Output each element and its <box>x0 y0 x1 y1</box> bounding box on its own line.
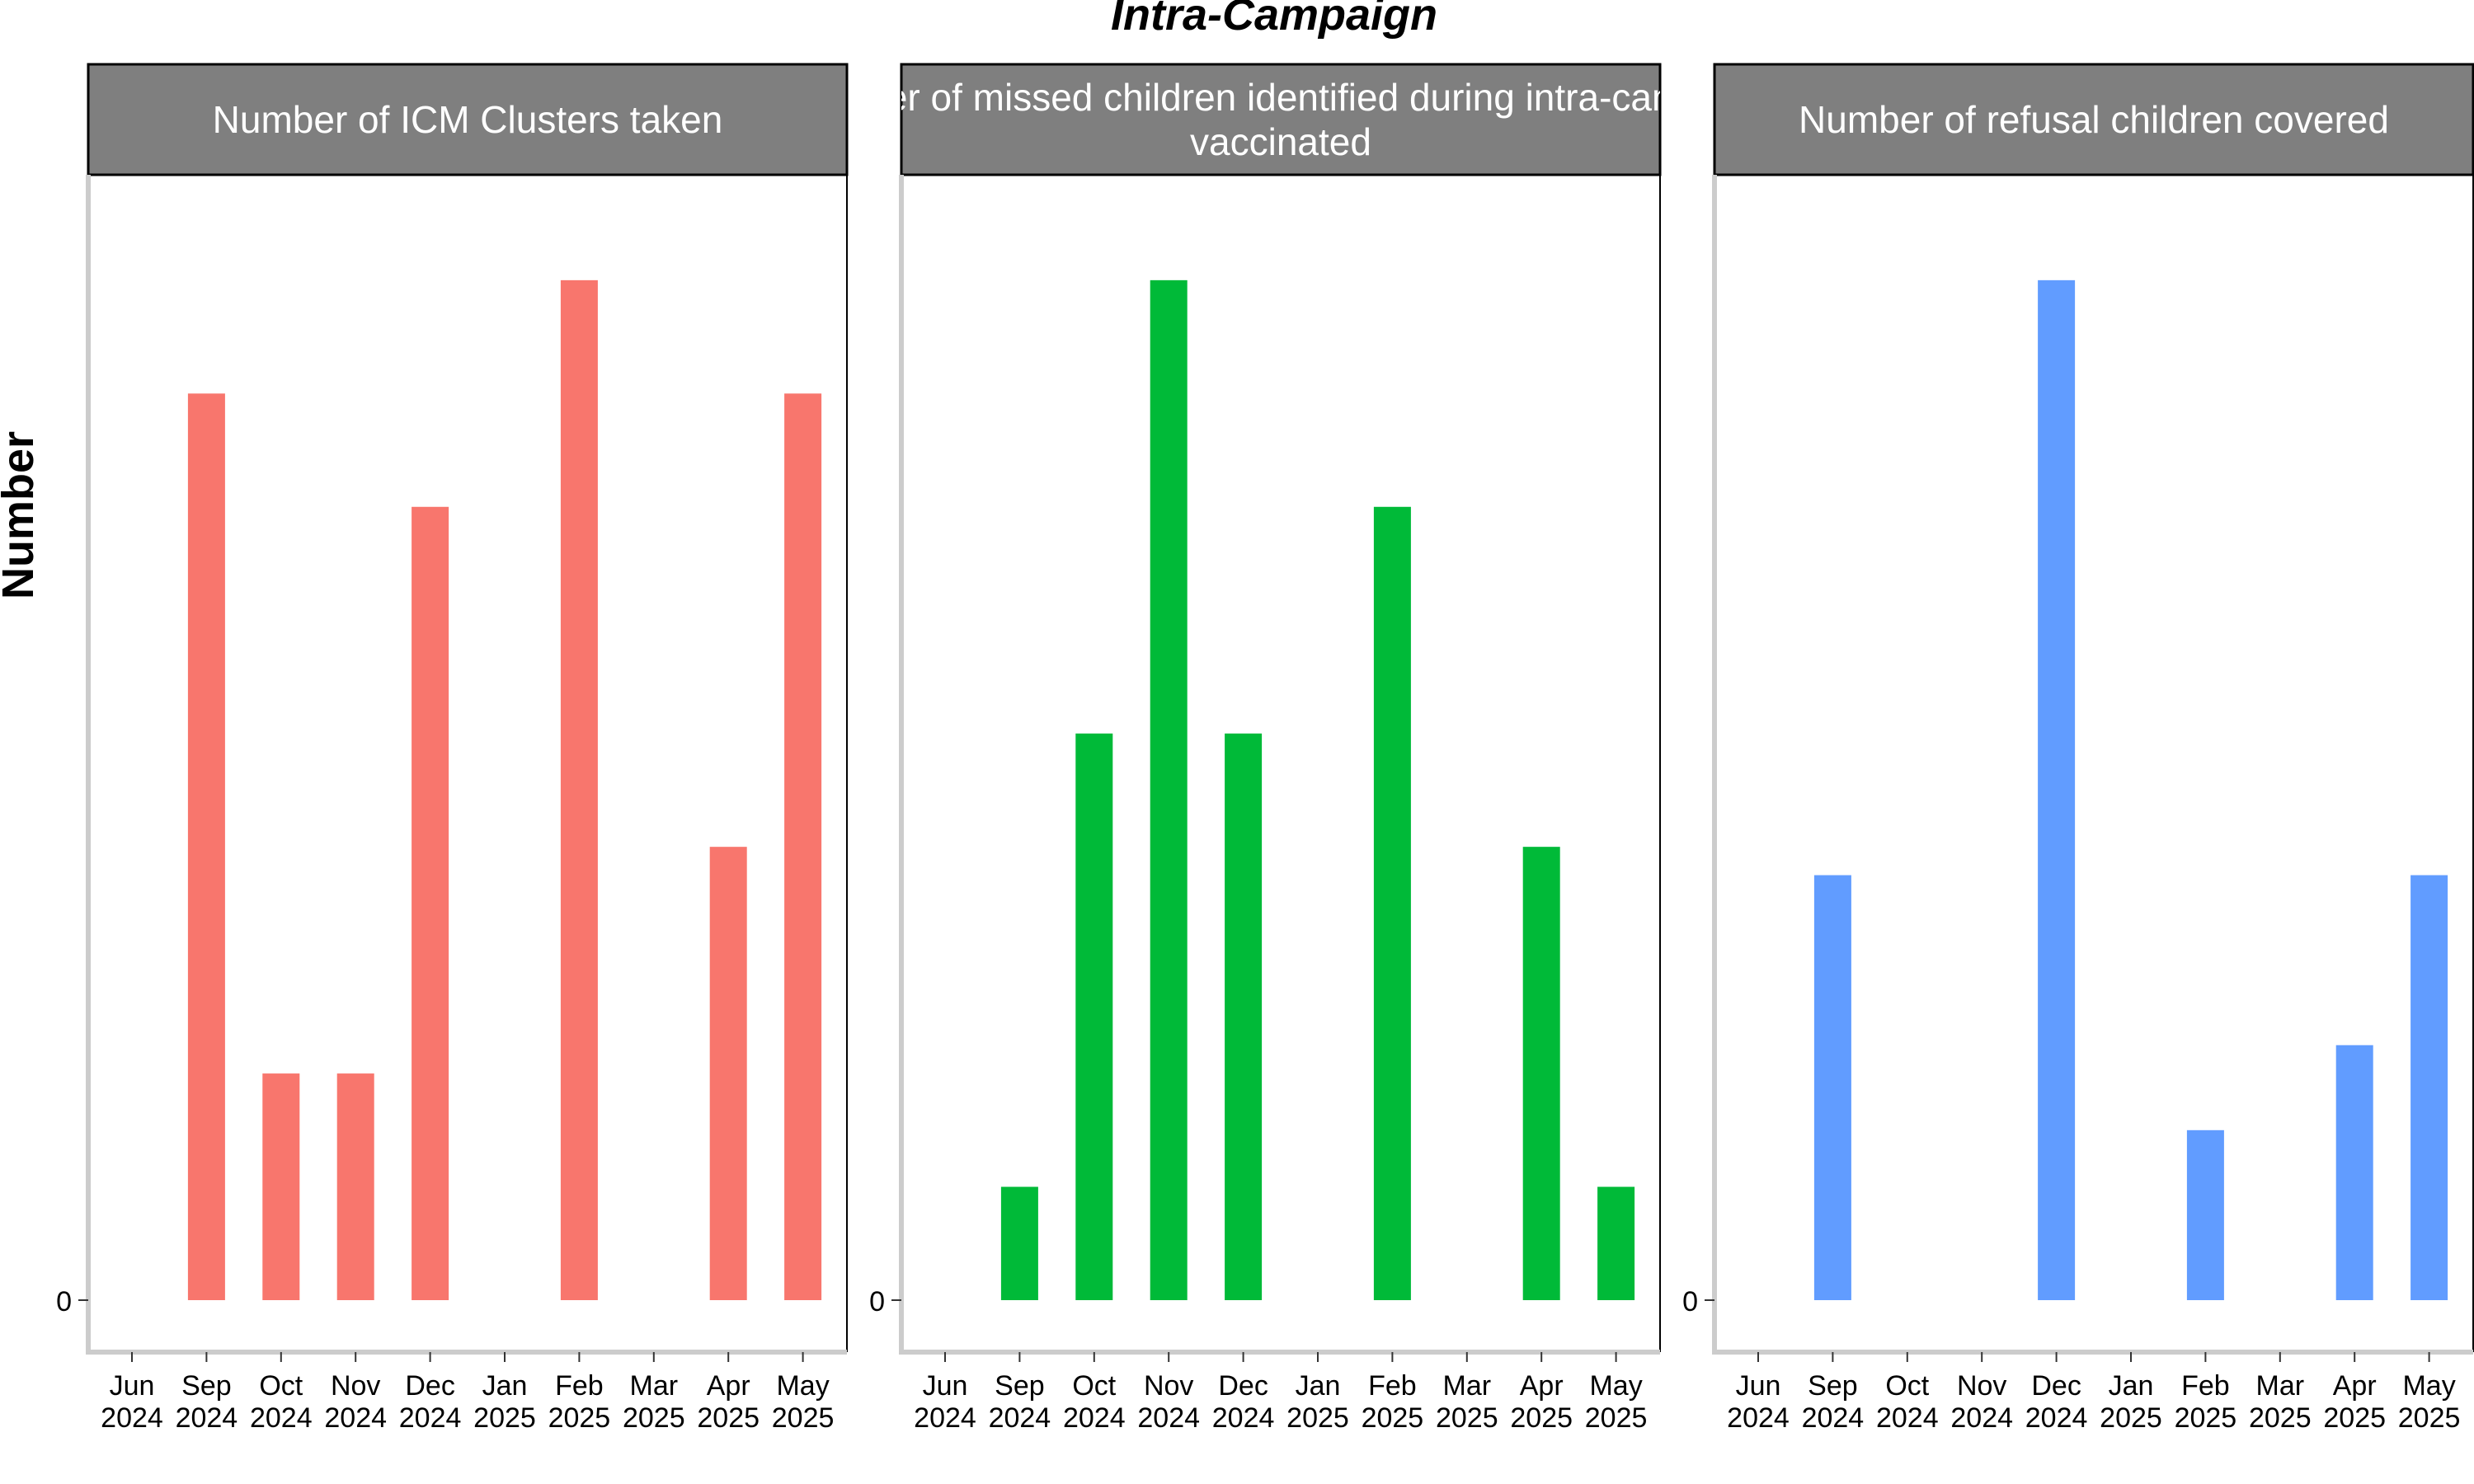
bar <box>1000 1186 1038 1300</box>
x-tick-label-month: Apr <box>2333 1370 2377 1402</box>
x-tick-label-year: 2025 <box>2323 1402 2386 1434</box>
x-tick-label-month: Jan <box>1296 1370 1341 1402</box>
x-tick-label-year: 2024 <box>101 1402 163 1434</box>
x-tick-label-month: Nov <box>1957 1370 2006 1402</box>
x-tick-label-year: 2024 <box>914 1402 976 1434</box>
strip-background <box>87 63 849 176</box>
x-tick-label-month: May <box>1589 1370 1642 1402</box>
x-tick-label-month: Jan <box>2109 1370 2154 1402</box>
x-tick-label-year: 2025 <box>697 1402 760 1434</box>
x-tick-label-year: 2024 <box>324 1402 387 1434</box>
strip-background <box>900 63 1662 176</box>
bar <box>1225 733 1263 1300</box>
bar <box>1373 506 1411 1300</box>
strip-label: vaccinated <box>1190 120 1371 163</box>
x-tick-label-year: 2025 <box>772 1402 835 1434</box>
x-tick-label-month: Sep <box>1808 1370 1858 1402</box>
facet-panel-3: Number of refusal children covered0Jun20… <box>1682 63 2474 1434</box>
x-tick-label-month: Feb <box>2181 1370 2230 1402</box>
x-tick-label-year: 2024 <box>1950 1402 2013 1434</box>
x-tick-label-year: 2024 <box>176 1402 238 1434</box>
x-tick-label-month: Mar <box>1443 1370 1492 1402</box>
bar <box>1075 733 1113 1300</box>
x-tick-label-year: 2025 <box>2175 1402 2237 1434</box>
x-tick-label-month: Dec <box>405 1370 454 1402</box>
bar <box>2038 279 2076 1300</box>
y-axis-title: Number <box>0 431 43 599</box>
x-tick-label-year: 2025 <box>1286 1402 1349 1434</box>
y-tick-label: 0 <box>56 1286 72 1317</box>
x-tick-label-year: 2025 <box>623 1402 685 1434</box>
x-tick-label-month: Apr <box>1520 1370 1564 1402</box>
bar <box>1522 847 1560 1300</box>
x-tick-label-month: Apr <box>707 1370 750 1402</box>
x-tick-label-year: 2025 <box>2398 1402 2461 1434</box>
x-tick-label-year: 2024 <box>2025 1402 2088 1434</box>
bar <box>1150 279 1188 1300</box>
x-tick-label-month: Jun <box>923 1370 968 1402</box>
x-tick-label-year: 2024 <box>989 1402 1051 1434</box>
x-tick-label-year: 2024 <box>1212 1402 1275 1434</box>
facet-panel-1: Number of ICM Clusters taken0Jun2024Sep2… <box>56 63 849 1434</box>
x-tick-label-year: 2025 <box>1510 1402 1573 1434</box>
x-tick-label-year: 2024 <box>1063 1402 1126 1434</box>
x-tick-label-year: 2025 <box>1436 1402 1498 1434</box>
bar <box>2411 875 2448 1300</box>
x-tick-label-month: Jan <box>482 1370 528 1402</box>
x-tick-label-month: Feb <box>555 1370 604 1402</box>
x-tick-label-month: Dec <box>2031 1370 2081 1402</box>
x-tick-label-year: 2025 <box>2249 1402 2312 1434</box>
bar <box>2335 1045 2373 1300</box>
bar <box>336 1073 374 1300</box>
x-tick-label-year: 2024 <box>1802 1402 1865 1434</box>
x-tick-label-month: Jun <box>1736 1370 1781 1402</box>
x-tick-label-month: Mar <box>630 1370 679 1402</box>
x-tick-label-year: 2025 <box>1362 1402 1424 1434</box>
bar <box>784 393 822 1300</box>
bar <box>560 279 598 1300</box>
x-tick-label-year: 2024 <box>399 1402 462 1434</box>
x-tick-label-year: 2025 <box>2100 1402 2162 1434</box>
x-tick-label-year: 2025 <box>1585 1402 1648 1434</box>
x-tick-label-year: 2024 <box>1876 1402 1939 1434</box>
strip-label: Number of refusal children covered <box>1799 98 2389 141</box>
x-tick-label-year: 2024 <box>250 1402 313 1434</box>
x-tick-label-year: 2025 <box>548 1402 611 1434</box>
chart-title: Intra-Campaign <box>1111 0 1437 40</box>
x-tick-label-month: Nov <box>331 1370 380 1402</box>
x-tick-label-month: Oct <box>1885 1370 1929 1402</box>
strip-background <box>1713 63 2474 176</box>
x-tick-label-year: 2024 <box>1137 1402 1200 1434</box>
bar <box>1813 875 1851 1300</box>
x-tick-label-year: 2024 <box>1727 1402 1790 1434</box>
x-tick-label-month: Sep <box>181 1370 232 1402</box>
x-tick-label-month: Dec <box>1218 1370 1268 1402</box>
x-tick-label-month: May <box>776 1370 829 1402</box>
facet-panel-2: Number of missed children identified dur… <box>785 63 1776 1434</box>
bar <box>262 1073 300 1300</box>
x-tick-label-month: Nov <box>1144 1370 1193 1402</box>
x-tick-label-month: Sep <box>995 1370 1045 1402</box>
bar <box>412 506 449 1300</box>
bar <box>1597 1186 1635 1300</box>
strip-label: Number of missed children identified dur… <box>785 76 1776 119</box>
facet-panels: Number of ICM Clusters taken0Jun2024Sep2… <box>56 63 2474 1434</box>
y-tick-label: 0 <box>1682 1286 1698 1317</box>
x-tick-label-month: Oct <box>1072 1370 1116 1402</box>
x-tick-label-month: Feb <box>1368 1370 1417 1402</box>
y-tick-label: 0 <box>869 1286 885 1317</box>
x-tick-label-month: Jun <box>110 1370 155 1402</box>
x-tick-label-month: Mar <box>2256 1370 2305 1402</box>
x-tick-label-month: Oct <box>259 1370 303 1402</box>
strip-label: Number of ICM Clusters taken <box>213 98 723 141</box>
bar <box>709 847 747 1300</box>
bar <box>2186 1129 2224 1300</box>
x-tick-label-year: 2025 <box>473 1402 536 1434</box>
x-tick-label-month: May <box>2402 1370 2455 1402</box>
bar <box>187 393 225 1300</box>
